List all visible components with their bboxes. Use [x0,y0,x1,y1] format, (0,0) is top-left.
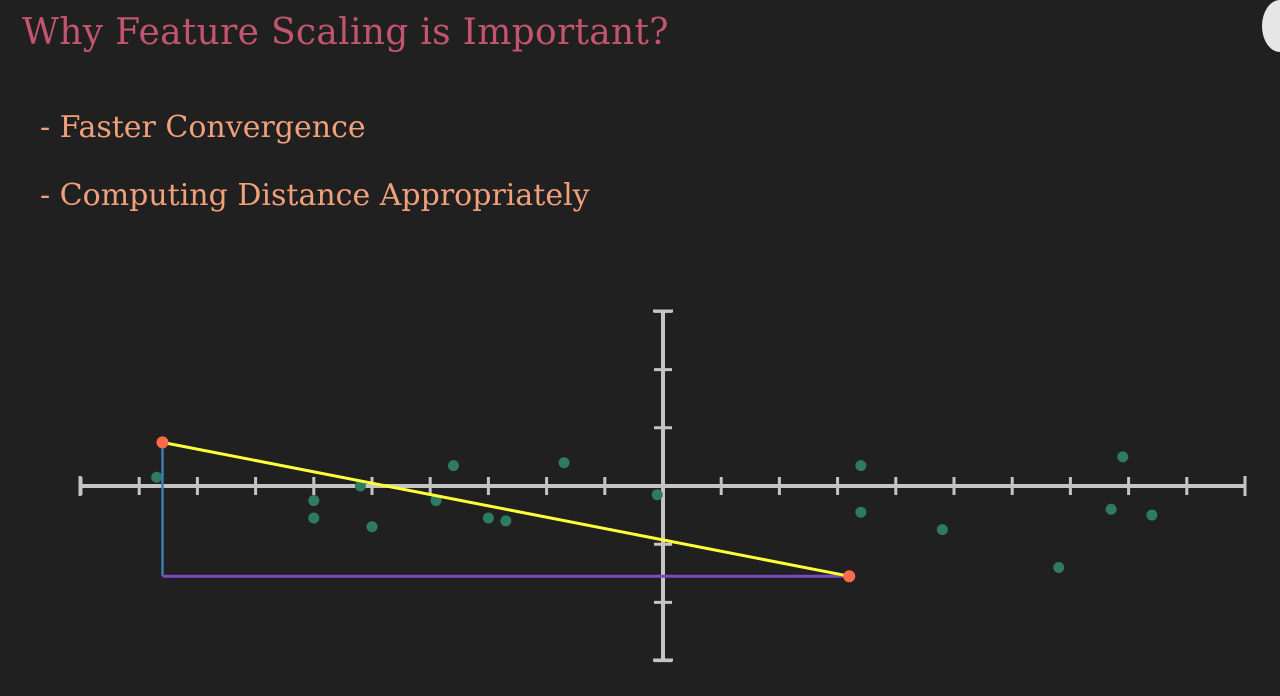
data-point [366,521,378,533]
data-point [500,515,512,527]
distance-legs [161,440,850,578]
endpoint-a [156,436,169,449]
data-point [855,460,867,472]
data-point [651,489,663,501]
data-point [558,457,570,469]
data-point [1117,451,1129,463]
data-point [430,495,442,507]
data-point [482,512,494,524]
data-point [308,495,320,507]
corner-avatar [1262,0,1280,52]
data-point [151,471,163,483]
euclidean-distance-line [162,440,850,578]
data-points [151,451,1158,573]
distance-endpoints [156,436,856,583]
data-point [1146,509,1158,521]
data-point [354,480,366,492]
endpoint-b [843,570,856,583]
axes [78,309,1247,663]
data-point [936,524,948,536]
data-point [1105,503,1117,515]
bullet-faster-convergence: - Faster Convergence [40,110,366,145]
data-point [308,512,320,524]
data-point [1053,561,1065,573]
slide-title: Why Feature Scaling is Important? [22,12,669,53]
data-point [447,460,459,472]
data-point [855,506,867,518]
bullet-computing-distance: - Computing Distance Appropriately [40,178,590,213]
